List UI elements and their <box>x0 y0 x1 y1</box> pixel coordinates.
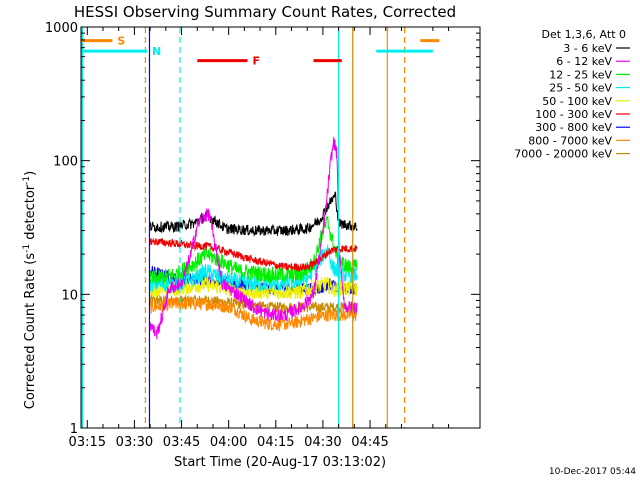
x-tick-label: 04:15 <box>257 435 294 450</box>
date-stamp: 10-Dec-2017 05:44 <box>549 467 636 477</box>
x-tick-label: 04:00 <box>210 435 247 450</box>
y-axis-label-mid: detector <box>23 184 38 244</box>
y-axis-label: Corrected Count Rate (s-1 detector-1) <box>22 171 38 409</box>
legend-label: 3 - 6 keV <box>563 42 612 55</box>
legend-label: 50 - 100 keV <box>542 95 612 108</box>
y-axis-label-end: ) <box>23 171 38 176</box>
legend-label: 6 - 12 keV <box>556 55 612 68</box>
x-tick-label: 04:30 <box>304 435 341 450</box>
series-800to7000kev-line <box>149 297 358 332</box>
legend-label: 12 - 25 keV <box>549 68 612 81</box>
y-tick-label: 100 <box>53 155 78 170</box>
series-3to6kev-line <box>149 191 358 237</box>
y-axis-label-sup2: -1 <box>22 176 32 185</box>
x-tick-label: 04:45 <box>351 435 388 450</box>
legend-label: 7000 - 20000 keV <box>514 148 612 161</box>
axes: 1 10 100 1000 03:15 03:30 03:45 04:00 04:15 04:30… <box>45 21 481 450</box>
legend-label: 100 - 300 keV <box>535 108 612 121</box>
legend-header: Det 1,3,6, Att 0 <box>542 28 626 41</box>
legend-label: 25 - 50 keV <box>549 82 612 95</box>
legend-label: 800 - 7000 keV <box>528 134 612 147</box>
y-tick-label: 10 <box>61 288 78 303</box>
series-6to12kev-line <box>149 136 358 340</box>
chart-title: HESSI Observing Summary Count Rates, Cor… <box>74 3 456 21</box>
y-axis-label-sup1: -1 <box>22 244 32 253</box>
series-100to300kev-line <box>149 237 358 273</box>
x-tick-label: 03:30 <box>116 435 153 450</box>
plot-frame <box>80 26 481 429</box>
annotation-label-N: N <box>152 45 161 58</box>
annotation-label-F: F <box>253 55 261 68</box>
legend-label: 300 - 800 keV <box>535 121 612 134</box>
y-tick-label: 1 <box>70 422 78 437</box>
y-axis-label-main: Corrected Count Rate (s <box>23 253 38 410</box>
annotation-label-S: S <box>117 35 125 48</box>
x-axis-label: Start Time (20-Aug-17 03:13:02) <box>174 455 386 470</box>
series-25to50kev-line <box>149 244 358 293</box>
y-tick-label: 1000 <box>45 21 78 36</box>
x-tick-label: 03:15 <box>69 435 106 450</box>
x-tick-label: 03:45 <box>163 435 200 450</box>
